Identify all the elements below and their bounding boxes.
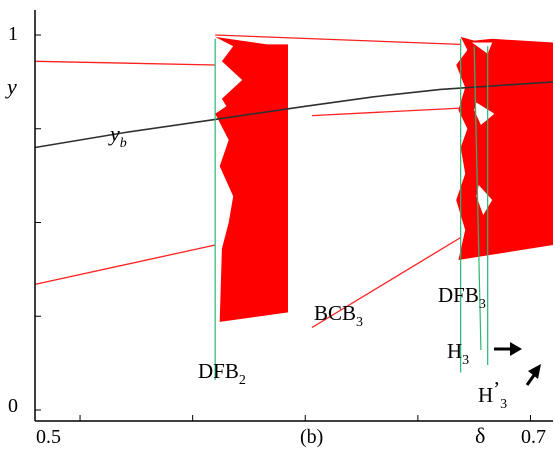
h3prime-arrow [525, 364, 541, 386]
h3-label: H3 [447, 339, 469, 368]
h3-arrow-head [510, 342, 522, 356]
bcb3-label: BCB3 [314, 301, 363, 330]
upper-branch-left [34, 60, 216, 66]
yb-label: yb [108, 121, 127, 151]
bifurcation-line-h3 [473, 46, 482, 351]
dfb3-label: DFB3 [438, 283, 486, 312]
lower-branch-right [311, 236, 462, 329]
chaos-gap-mid [474, 102, 495, 125]
dfb2-label: DFB2 [198, 359, 246, 388]
y-axis-symbol: y [5, 74, 17, 99]
chaotic-regions [215, 36, 553, 322]
upper-branch-right [215, 34, 461, 46]
chaos-region-dfb3 [456, 36, 553, 261]
h3prime-label: H’3 [478, 377, 507, 412]
y-tick-label-bottom: 0 [8, 395, 18, 417]
h3-arrow [494, 342, 522, 356]
x-axis-symbol: δ [475, 423, 485, 448]
x-tick-label-left: 0.5 [36, 426, 61, 448]
lower-branch-left [34, 244, 216, 286]
branch-lines [34, 34, 554, 380]
axes [34, 10, 553, 422]
tick-marks [35, 34, 531, 421]
panel-label: (b) [300, 426, 323, 448]
yb-curve [34, 81, 554, 149]
y-tick-label-top: 1 [8, 23, 18, 45]
middle-branch-right [311, 107, 461, 117]
x-tick-label-right: 0.7 [521, 426, 546, 448]
h3prime-arrow-head [528, 364, 541, 379]
chaos-region-dfb2 [215, 36, 288, 322]
chaos-gap-low [476, 185, 493, 215]
